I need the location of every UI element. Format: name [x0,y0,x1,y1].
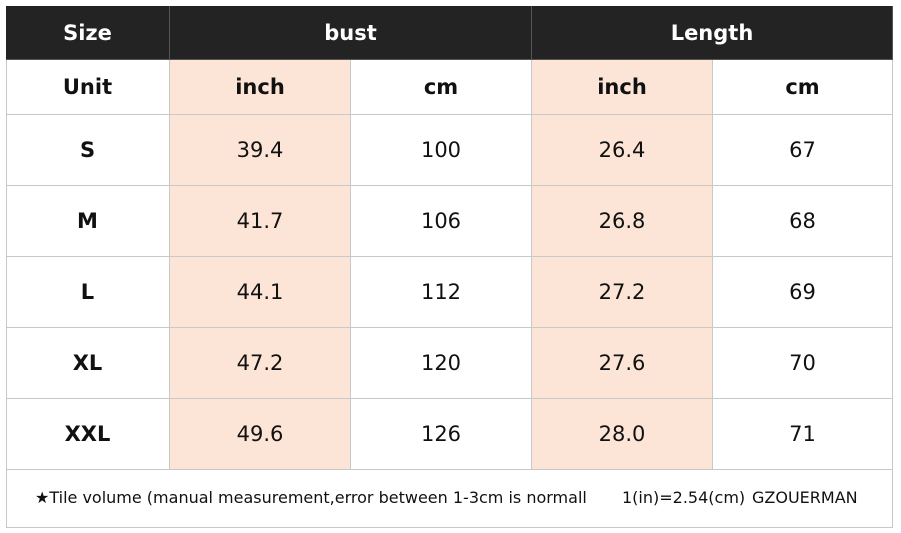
measurement: 120 [351,328,532,399]
measurement: 47.2 [170,328,351,399]
measurement: 68 [713,186,893,257]
footer-cell [6,470,893,528]
footer-brand: GZOUERMAN [752,488,858,507]
size-label: M [6,186,170,257]
footer-conversion: 1(in)=2.54(cm) [622,488,746,507]
measurement: 126 [351,399,532,470]
measurement: 26.4 [532,115,713,186]
measurement: 71 [713,399,893,470]
measurement: 27.2 [532,257,713,328]
header-cell: Length [532,6,893,60]
unit-cell: inch [170,60,351,115]
unit-cell: cm [713,60,893,115]
size-label: L [6,257,170,328]
measurement: 41.7 [170,186,351,257]
unit-cell: cm [351,60,532,115]
measurement: 28.0 [532,399,713,470]
measurement: 70 [713,328,893,399]
measurement: 44.1 [170,257,351,328]
measurement: 39.4 [170,115,351,186]
footer-note: ★Tile volume (manual measurement,error b… [35,488,587,507]
measurement: 106 [351,186,532,257]
measurement: 100 [351,115,532,186]
measurement: 49.6 [170,399,351,470]
measurement: 67 [713,115,893,186]
measurement: 27.6 [532,328,713,399]
header-cell: bust [170,6,532,60]
size-label: XXL [6,399,170,470]
unit-cell: inch [532,60,713,115]
measurement: 112 [351,257,532,328]
header-cell: Size [6,6,170,60]
size-label: XL [6,328,170,399]
measurement: 26.8 [532,186,713,257]
unit-cell: Unit [6,60,170,115]
size-label: S [6,115,170,186]
measurement: 69 [713,257,893,328]
